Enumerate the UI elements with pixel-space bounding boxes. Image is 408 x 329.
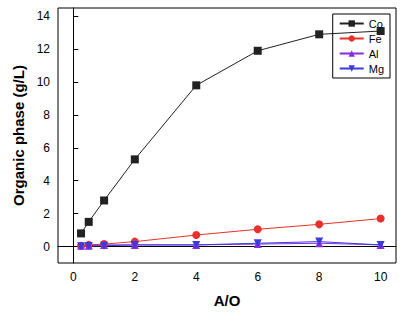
svg-text:0: 0 — [70, 270, 77, 284]
svg-text:10: 10 — [37, 75, 51, 89]
svg-text:Al: Al — [369, 48, 379, 60]
svg-text:8: 8 — [43, 108, 50, 122]
svg-text:12: 12 — [37, 42, 51, 56]
svg-text:14: 14 — [37, 9, 51, 23]
svg-text:4: 4 — [43, 174, 50, 188]
svg-text:Organic phase (g/L): Organic phase (g/L) — [10, 65, 27, 206]
svg-text:4: 4 — [193, 270, 200, 284]
svg-text:Mg: Mg — [369, 63, 384, 75]
svg-text:0: 0 — [43, 240, 50, 254]
svg-text:2: 2 — [43, 207, 50, 221]
svg-text:A/O: A/O — [214, 292, 241, 309]
svg-text:Fe: Fe — [369, 33, 382, 45]
svg-text:Co: Co — [369, 18, 383, 30]
svg-text:6: 6 — [43, 141, 50, 155]
svg-text:10: 10 — [374, 270, 388, 284]
svg-text:2: 2 — [131, 270, 138, 284]
svg-text:8: 8 — [316, 270, 323, 284]
svg-text:6: 6 — [254, 270, 261, 284]
